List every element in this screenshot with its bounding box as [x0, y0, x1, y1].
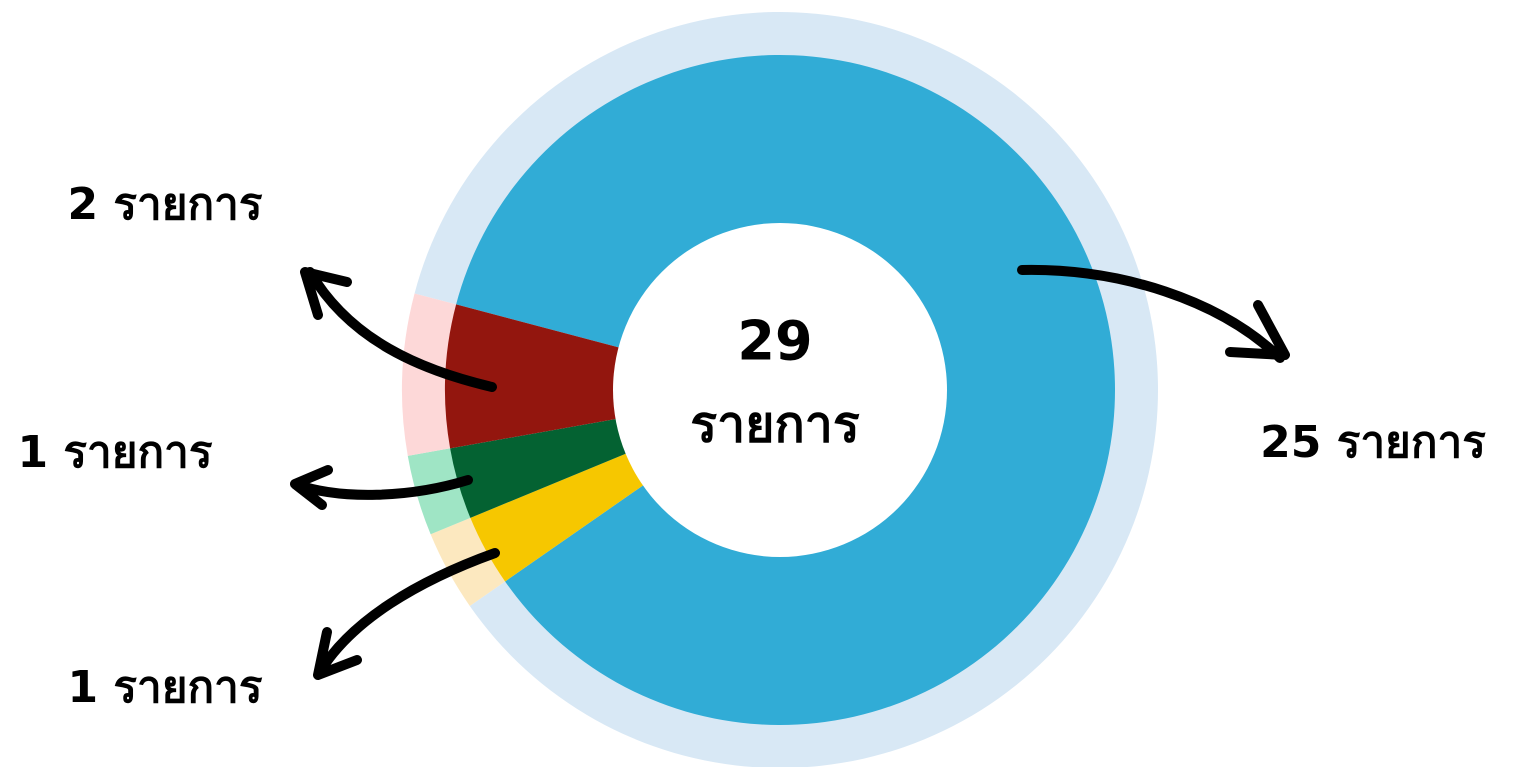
center-label: รายการ [690, 396, 860, 454]
slice [470, 453, 644, 582]
slice [456, 55, 1116, 726]
data-label: 1 รายการ [17, 427, 212, 478]
data-label: 1 รายการ [67, 662, 262, 713]
arrows [290, 264, 1290, 680]
donut-hole [613, 223, 947, 557]
data-label: 2 รายการ [67, 179, 262, 230]
slice [450, 418, 627, 518]
slices [402, 12, 1158, 767]
slice-ring [402, 293, 458, 456]
data-label: 25 รายการ [1260, 417, 1486, 468]
arrow [1017, 264, 1290, 363]
arrow [300, 267, 497, 392]
center-value: 29 [737, 310, 812, 373]
arrow [313, 548, 500, 680]
slice [445, 304, 620, 449]
arrow [290, 465, 473, 510]
